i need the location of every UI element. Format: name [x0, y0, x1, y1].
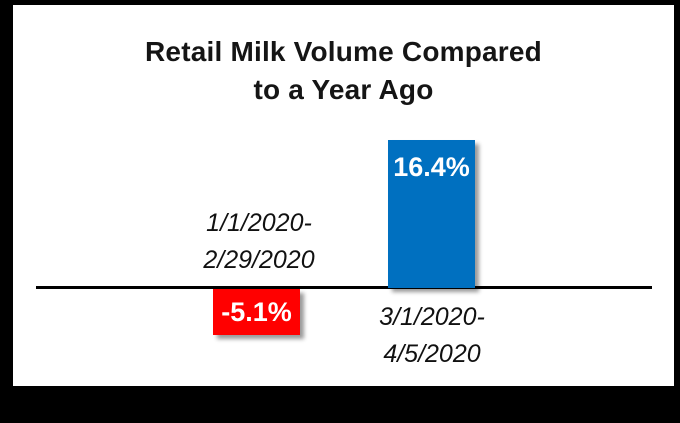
category-label-period-2-line1: 3/1/2020-: [379, 303, 485, 331]
category-label-period-2: 3/1/2020- 4/5/2020: [342, 299, 522, 373]
chart-canvas: Retail Milk Volume Compared to a Year Ag…: [13, 5, 674, 386]
chart-title-line1: Retail Milk Volume Compared: [145, 36, 542, 67]
x-axis-zero-line: [36, 286, 652, 289]
chart-title-line2: to a Year Ago: [253, 74, 434, 105]
category-label-period-1: 1/1/2020- 2/29/2020: [169, 205, 349, 279]
bar-positive-period-2: 16.4%: [388, 140, 475, 288]
bar-value-label-negative: -5.1%: [221, 296, 292, 327]
bar-negative-period-1: -5.1%: [213, 289, 300, 335]
category-label-period-2-line2: 4/5/2020: [383, 340, 481, 368]
category-label-period-1-line1: 1/1/2020-: [206, 209, 312, 237]
bar-value-label-positive: 16.4%: [393, 152, 470, 182]
chart-title: Retail Milk Volume Compared to a Year Ag…: [13, 33, 674, 109]
category-label-period-1-line2: 2/29/2020: [203, 246, 315, 274]
